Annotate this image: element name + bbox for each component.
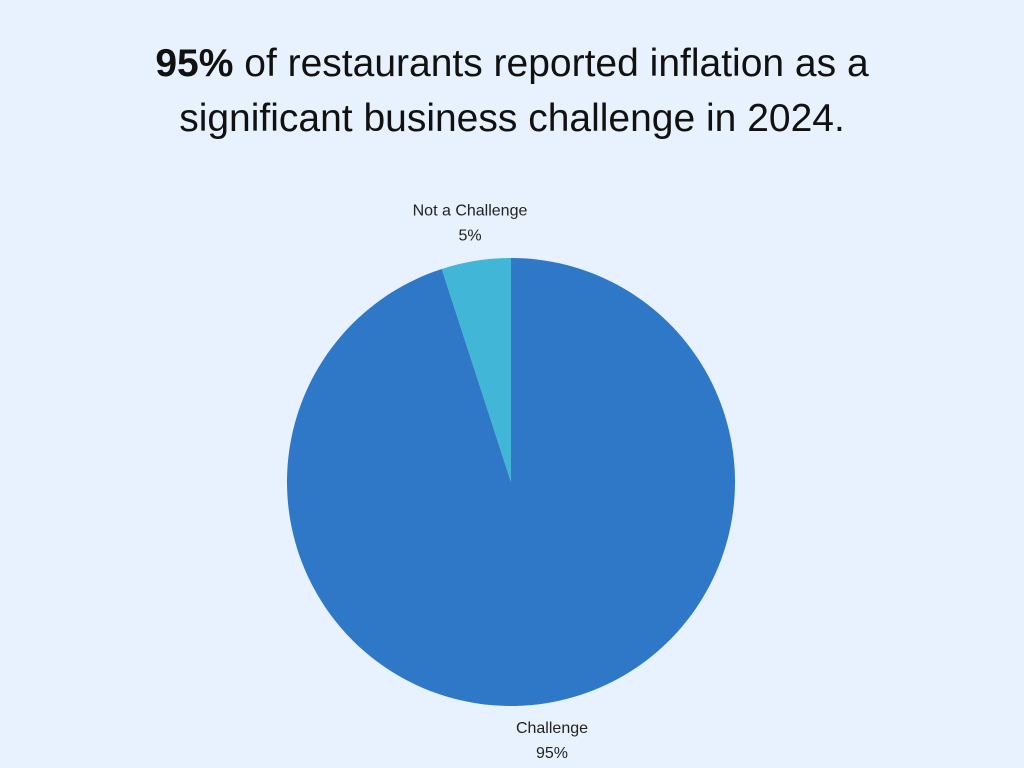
- chart-title: of restaurants reported inflation as a s…: [179, 42, 869, 140]
- title-block: 95% of restaurants reported inflation as…: [0, 36, 1024, 146]
- pie-slice: [441, 258, 511, 482]
- chart-title-wrap: 95% of restaurants reported inflation as…: [95, 36, 930, 146]
- slice-category-label: Challenge: [516, 720, 588, 737]
- title-emphasis: 95%: [155, 42, 234, 85]
- slice-value-label: 5%: [458, 227, 481, 244]
- slice-value-label: 95%: [536, 745, 568, 762]
- pie-slice: [286, 258, 736, 707]
- slice-category-label: Not a Challenge: [413, 202, 528, 219]
